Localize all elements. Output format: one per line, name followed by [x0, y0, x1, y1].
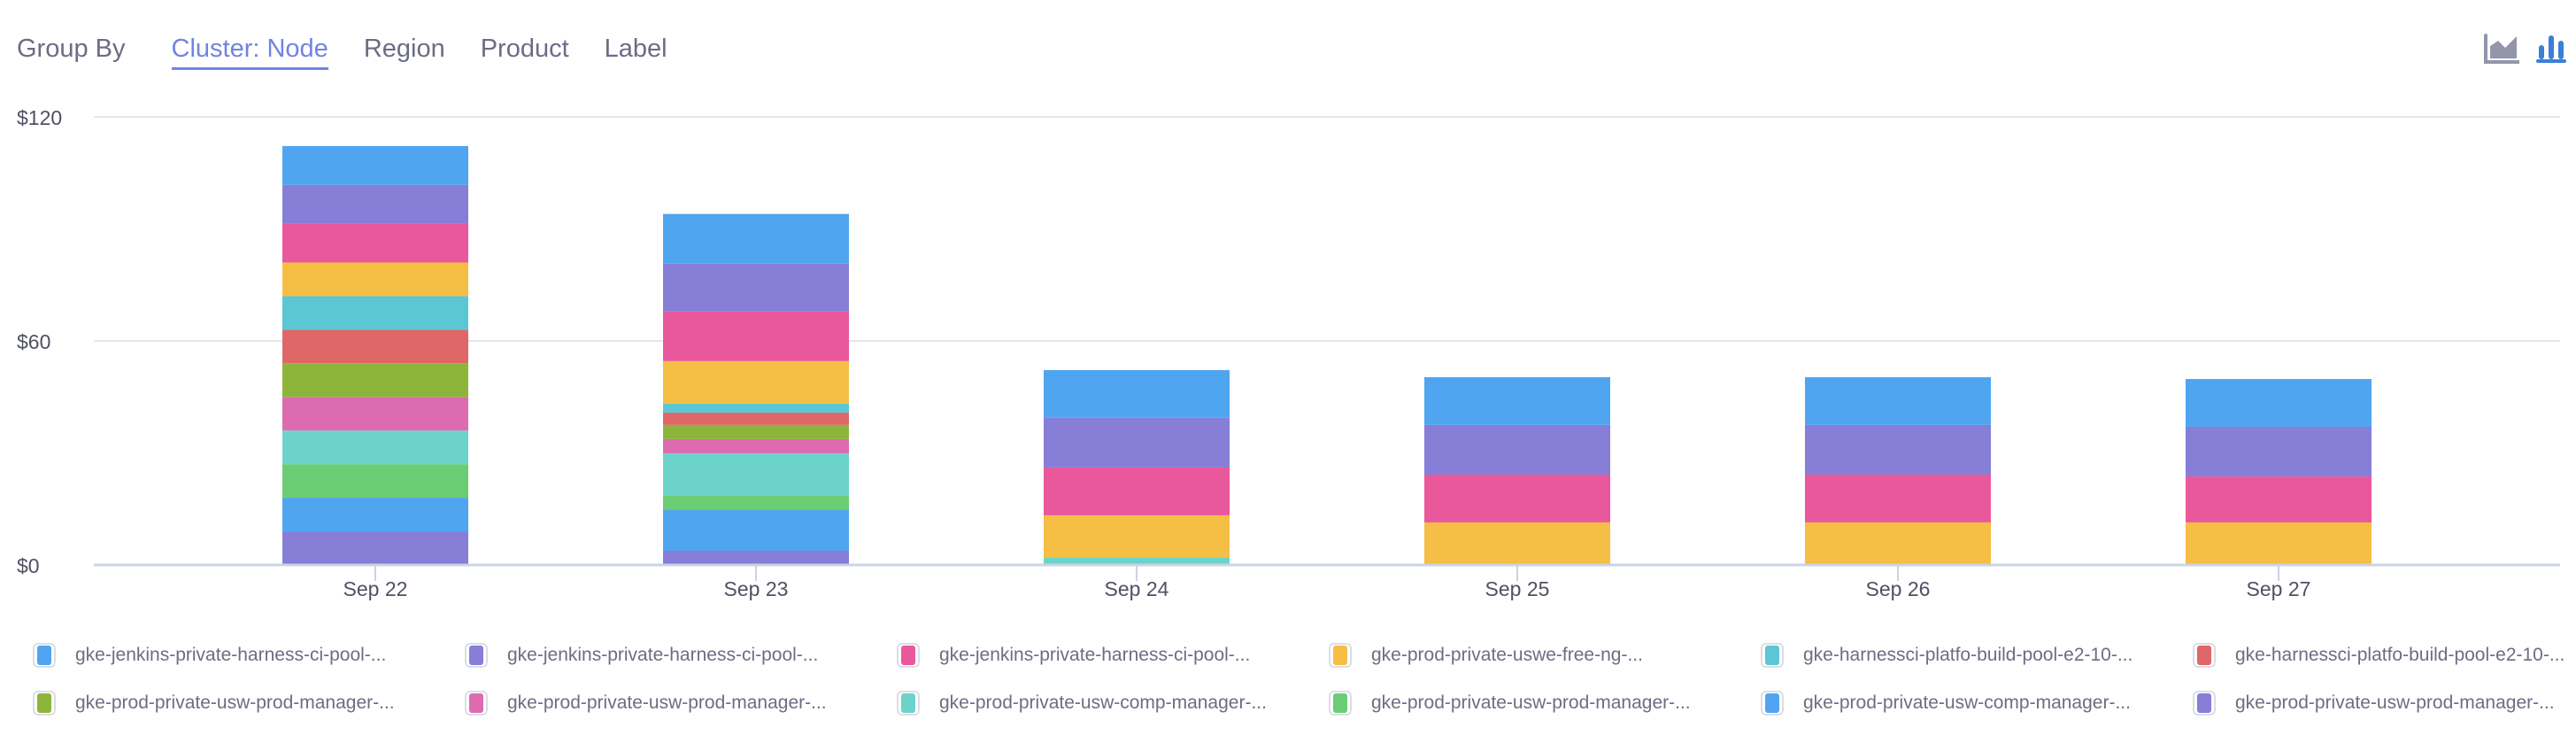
legend-swatch [1761, 691, 1784, 716]
legend-label: gke-prod-private-usw-prod-manager-... [2235, 692, 2555, 713]
x-tick-label: Sep 25 [1485, 577, 1550, 600]
bar-segment [2186, 426, 2372, 477]
legend-swatch [465, 643, 488, 668]
tab-label[interactable]: Label [604, 35, 667, 63]
legend-label: gke-harnessci-platfo-build-pool-e2-10-..… [1803, 645, 2133, 665]
bar-segment [1044, 514, 1230, 558]
bar-segment [663, 263, 849, 312]
bar-segment [1805, 376, 1991, 425]
x-tick-label: Sep 23 [724, 577, 789, 600]
legend-item[interactable]: gke-harnessci-platfo-build-pool-e2-10-..… [1761, 639, 2193, 671]
bar-segment [663, 360, 849, 404]
bar-segment [1424, 474, 1610, 522]
y-tick-label: $0 [17, 554, 40, 577]
legend-swatch [1329, 643, 1352, 668]
legend-label: gke-prod-private-usw-prod-manager-... [75, 692, 395, 713]
legend-item[interactable]: gke-prod-private-usw-prod-manager-... [465, 687, 897, 719]
legend-label: gke-prod-private-usw-comp-manager-... [1803, 692, 2131, 713]
legend-label: gke-prod-private-uswe-free-ng-... [1371, 645, 1643, 665]
y-tick-label: $60 [17, 330, 50, 353]
legend-item[interactable]: gke-jenkins-private-harness-ci-pool-... [33, 639, 465, 671]
bar-segment [663, 424, 849, 439]
bar-segment [663, 213, 849, 264]
group-by-bar: Group By Cluster: Node Region Product La… [17, 32, 703, 71]
bar-segment [282, 363, 468, 398]
legend-swatch [897, 643, 920, 668]
bar-segment [663, 453, 849, 496]
bar-segment [282, 464, 468, 499]
bar-segment [1805, 522, 1991, 565]
x-tick-label: Sep 26 [1866, 577, 1931, 600]
x-tick-label: Sep 27 [2247, 577, 2311, 600]
legend-swatch [897, 691, 920, 716]
bar-segment [663, 510, 849, 551]
area-chart-icon[interactable] [2484, 34, 2519, 64]
bar-segment [663, 412, 849, 425]
bar-segment [663, 550, 849, 565]
bar-segment [1805, 474, 1991, 522]
bar-segment [2186, 476, 2372, 522]
x-tick-label: Sep 22 [343, 577, 408, 600]
bar-segment [663, 495, 849, 511]
bar-segment [282, 262, 468, 297]
bar-segment [663, 311, 849, 361]
legend-item[interactable]: gke-prod-private-usw-prod-manager-... [33, 687, 465, 719]
y-tick-label: $120 [17, 106, 62, 129]
legend-item[interactable]: gke-prod-private-usw-comp-manager-... [897, 687, 1329, 719]
bar-segment [282, 184, 468, 224]
legend-label: gke-jenkins-private-harness-ci-pool-... [507, 645, 819, 665]
legend-item[interactable]: gke-prod-private-usw-prod-manager-... [1329, 687, 1761, 719]
legend-swatch [33, 691, 56, 716]
bar-segment [663, 403, 849, 413]
bar-segment [282, 223, 468, 263]
legend-item[interactable]: gke-jenkins-private-harness-ci-pool-... [897, 639, 1329, 671]
bar-segment [1424, 376, 1610, 425]
bar-segment [282, 397, 468, 431]
bar-segment [1424, 424, 1610, 475]
legend-swatch [465, 691, 488, 716]
bar-segment [282, 430, 468, 465]
bar-segment [1044, 369, 1230, 418]
legend-label: gke-prod-private-usw-comp-manager-... [939, 692, 1267, 713]
bar-segment [282, 296, 468, 330]
bar-segment [1044, 417, 1230, 468]
legend-item[interactable]: gke-prod-private-usw-prod-manager-... [2193, 687, 2576, 719]
x-tick-label: Sep 24 [1105, 577, 1169, 600]
legend-item[interactable]: gke-harnessci-platfo-build-pool-e2-10-..… [2193, 639, 2576, 671]
bar-segment [282, 329, 468, 364]
bar-segment [1805, 424, 1991, 475]
legend-item[interactable]: gke-prod-private-usw-comp-manager-... [1761, 687, 2193, 719]
legend-swatch [2193, 691, 2216, 716]
tab-region[interactable]: Region [363, 35, 445, 63]
bar-segment [1044, 467, 1230, 515]
tab-product[interactable]: Product [480, 35, 569, 63]
bar-chart-icon[interactable] [2535, 34, 2567, 64]
bar-segment [282, 498, 468, 532]
bar-segment [663, 438, 849, 453]
stacked-bar-chart: $0 $60 $120 Sep 22 Sep 23 Sep 24 Sep 25 Sep 26 S… [17, 106, 2560, 600]
bar-segment [282, 145, 468, 185]
bar-segment [1044, 557, 1230, 565]
bar-segment [2186, 379, 2372, 427]
legend-swatch [33, 643, 56, 668]
bar-segment [1424, 522, 1610, 565]
legend-swatch [1329, 691, 1352, 716]
group-by-label: Group By [17, 35, 126, 63]
chart-type-toggle [2484, 34, 2567, 64]
legend-label: gke-jenkins-private-harness-ci-pool-... [939, 645, 1251, 665]
legend-item[interactable]: gke-jenkins-private-harness-ci-pool-... [465, 639, 897, 671]
legend-swatch [2193, 643, 2216, 668]
legend-swatch [1761, 643, 1784, 668]
tab-cluster-node[interactable]: Cluster: Node [171, 32, 328, 70]
legend-label: gke-jenkins-private-harness-ci-pool-... [75, 645, 387, 665]
bar-segment [282, 531, 468, 565]
bar-segment [2186, 522, 2372, 565]
legend-item[interactable]: gke-prod-private-uswe-free-ng-... [1329, 639, 1761, 671]
legend-label: gke-harnessci-platfo-build-pool-e2-10-..… [2235, 645, 2565, 665]
legend-label: gke-prod-private-usw-prod-manager-... [507, 692, 827, 713]
legend-label: gke-prod-private-usw-prod-manager-... [1371, 692, 1691, 713]
chart-legend: gke-jenkins-private-harness-ci-pool-... g… [33, 639, 2576, 719]
